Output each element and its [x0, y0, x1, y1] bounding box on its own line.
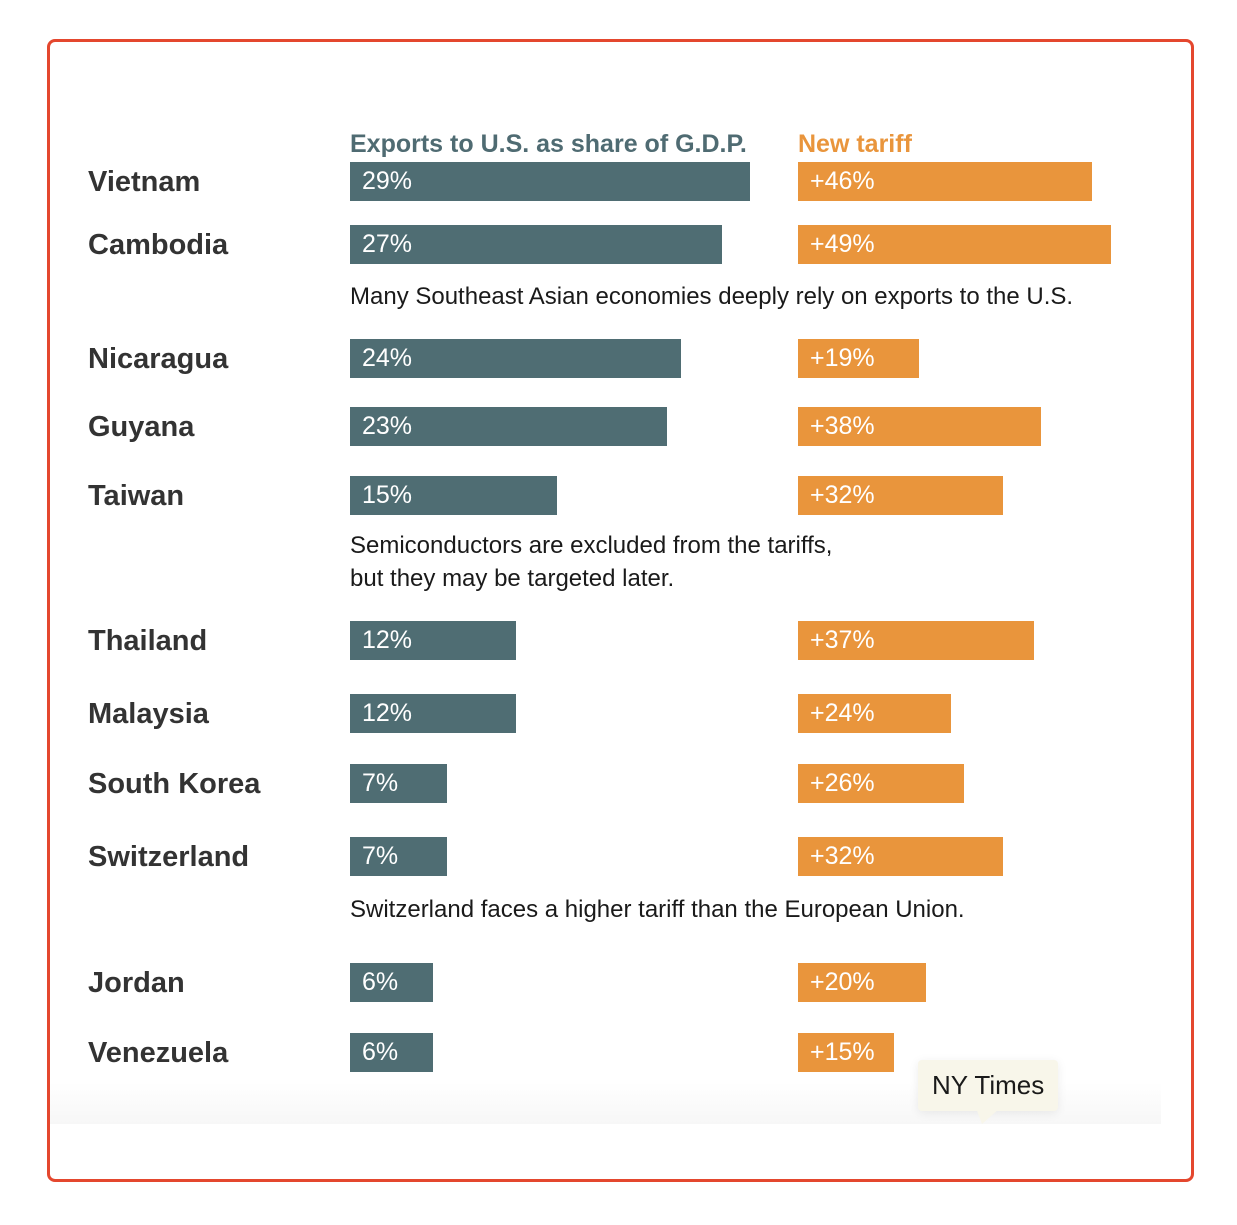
country-label-vietnam: Vietnam	[88, 166, 201, 198]
tariff-bar-venezuela: +15%	[798, 1033, 894, 1072]
tooltip-tail	[976, 1108, 1000, 1124]
exports-bar-taiwan: 15%	[350, 476, 557, 515]
country-label-cambodia: Cambodia	[88, 229, 229, 261]
country-label-taiwan: Taiwan	[88, 480, 185, 512]
country-label-venezuela: Venezuela	[88, 1037, 229, 1069]
exports-bar-guyana: 23%	[350, 407, 667, 446]
tariff-bar-jordan: +20%	[798, 963, 926, 1002]
tariff-bar-malaysia: +24%	[798, 694, 951, 733]
annotation-line: Switzerland faces a higher tariff than t…	[350, 896, 965, 923]
country-label-jordan: Jordan	[88, 967, 185, 999]
tariff-bar-south-korea: +26%	[798, 764, 964, 803]
source-tooltip: NY Times	[918, 1060, 1059, 1111]
exports-bar-south-korea: 7%	[350, 764, 447, 803]
exports-bar-cambodia: 27%	[350, 225, 722, 264]
tariff-bar-taiwan: +32%	[798, 476, 1003, 515]
annotation-line: but they may be targeted later.	[350, 565, 675, 592]
tariff-column-header: New tariff	[798, 130, 912, 158]
tariff-bar-guyana: +38%	[798, 407, 1041, 446]
exports-bar-jordan: 6%	[350, 963, 433, 1002]
exports-column-header: Exports to U.S. as share of G.D.P.	[350, 130, 747, 158]
country-label-nicaragua: Nicaragua	[88, 343, 229, 375]
exports-bar-switzerland: 7%	[350, 837, 447, 876]
country-label-guyana: Guyana	[88, 411, 195, 443]
tariff-bar-nicaragua: +19%	[798, 339, 919, 378]
exports-bar-thailand: 12%	[350, 621, 516, 660]
exports-bar-vietnam: 29%	[350, 162, 750, 201]
tariff-bar-thailand: +37%	[798, 621, 1034, 660]
chart-frame: Exports to U.S. as share of G.D.P. New t…	[47, 39, 1194, 1182]
tariff-bar-switzerland: +32%	[798, 837, 1003, 876]
exports-bar-malaysia: 12%	[350, 694, 516, 733]
country-label-malaysia: Malaysia	[88, 698, 209, 730]
annotation-cambodia: Many Southeast Asian economies deeply re…	[350, 280, 1073, 313]
annotation-switzerland: Switzerland faces a higher tariff than t…	[350, 893, 965, 926]
tariff-bar-cambodia: +49%	[798, 225, 1111, 264]
annotation-line: Semiconductors are excluded from the tar…	[350, 532, 833, 559]
annotation-line: Many Southeast Asian economies deeply re…	[350, 283, 1074, 310]
exports-bar-venezuela: 6%	[350, 1033, 433, 1072]
country-label-switzerland: Switzerland	[88, 841, 250, 873]
tariff-bar-vietnam: +46%	[798, 162, 1092, 201]
country-label-thailand: Thailand	[88, 625, 208, 657]
annotation-taiwan: Semiconductors are excluded from the tar…	[350, 529, 832, 595]
exports-bar-nicaragua: 24%	[350, 339, 681, 378]
country-label-south-korea: South Korea	[88, 768, 261, 800]
